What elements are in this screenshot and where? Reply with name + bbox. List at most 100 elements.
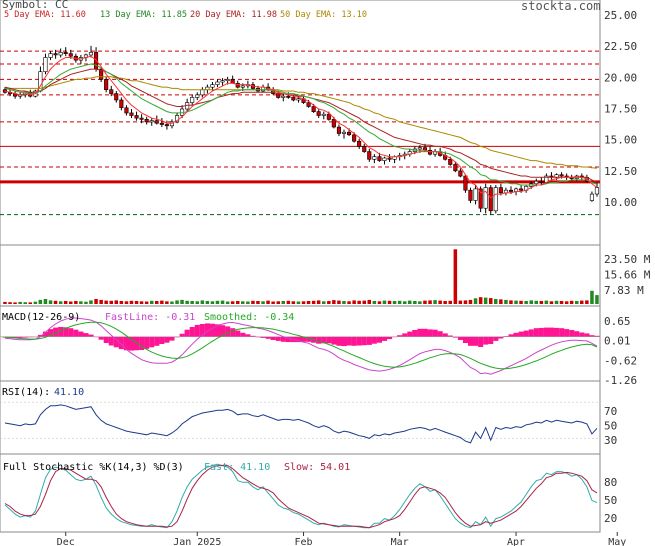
macd-histogram-bar [270,336,276,340]
candle-body [417,147,422,150]
volume-bar [322,301,326,304]
macd-histogram-bar [528,329,534,337]
macd-histogram-bar [356,336,362,346]
volume-bar [438,300,442,304]
volume-bar [494,299,498,304]
macd-histogram-bar [407,331,413,337]
macd-histogram-bar [129,336,135,351]
volume-bar [473,298,478,304]
candle-body [200,89,205,96]
macd-plot [0,317,600,375]
volume-bar [104,300,108,304]
volume-bar [301,301,306,304]
candle-body [478,188,483,209]
macd-histogram-bar [554,327,560,337]
candle-body [104,79,109,91]
macd-histogram-bar [427,329,433,337]
stochastic-panel: 80 50 20 Full Stochastic %K(14,3) %D(3) Fa… [0,453,617,533]
macd-histogram-bar [295,336,301,343]
macd-histogram-bar [488,336,494,344]
macd-histogram-bar [240,332,246,337]
macd-histogram-bar [37,334,43,337]
candle-body [316,111,321,116]
macd-histogram-bar [564,329,570,337]
volume-bar [534,300,538,304]
volume-bar [69,301,73,304]
macd-histogram-bar [189,327,195,337]
candle-body [427,150,433,155]
volume-bar [433,300,437,304]
volume-bar [306,301,311,304]
volume-bar [499,299,503,304]
volume-bar [180,299,184,304]
candle-body [341,131,347,134]
candle-body [352,134,357,142]
macd-histogram-bar [230,328,236,337]
candle-body [534,180,539,185]
candle-body [48,53,53,58]
candle-body [134,115,139,119]
volume-bar [271,301,275,304]
macd-histogram-bar [139,336,145,350]
stochastic-y-axis: 80 50 20 [604,476,617,525]
macd-tick-label: 0.01 [604,335,631,348]
macd-histogram-bar [27,336,33,338]
volume-bar [109,300,113,304]
stochastic-tick-label: 80 [604,476,617,489]
macd-histogram-bar [78,331,84,337]
macd-histogram-bar [306,336,312,342]
candle-body [63,52,68,55]
macd-histogram-bar [58,327,64,337]
volume-bar [155,301,159,304]
macd-histogram-bar [336,336,342,346]
macd-histogram-bar [503,336,509,337]
macd-histogram-bar [417,328,423,337]
macd-histogram-bar [73,329,79,337]
volume-bar [165,301,169,304]
volume-tick-label: 7.83 M [604,284,644,297]
volume-bar [559,301,564,304]
macd-histogram-bar [473,336,479,346]
macd-panel: 0.65 0.01 -0.62 -1.26 MACD(12-26-9) FastLin… [0,305,637,387]
price-tick-label: 25.00 [604,9,637,22]
macd-histogram-bar [53,327,59,337]
macd-histogram-bar [569,330,575,337]
macd-histogram-bar [174,336,180,338]
volume-panel-frame [0,244,601,307]
macd-histogram-bar [457,336,463,340]
volume-bar [519,300,523,304]
volume-bar [185,300,189,304]
rsi-tick-label: 70 [604,405,617,418]
volume-bar [403,301,407,304]
price-levels [0,50,600,216]
macd-histogram-bar [579,332,585,337]
macd-histogram-bar [17,336,23,338]
macd-histogram-bar [301,336,307,342]
volume-bar [89,300,93,304]
macd-histogram-bar [225,326,231,337]
macd-histogram-bar [397,335,403,337]
candle-body [321,113,326,116]
volume-bar [382,300,387,304]
volume-bar [332,300,336,304]
candle-body [240,85,245,88]
candle-body [149,120,154,123]
volume-bar [453,249,458,304]
volume-bar [246,301,250,304]
candle-body [276,93,281,98]
volume-bar [327,301,331,304]
volume-bar [428,300,432,304]
price-tick-label: 20.00 [604,71,637,84]
macd-histogram-bar [144,336,150,349]
volume-bar [448,300,452,304]
volume-bar [544,300,549,304]
macd-histogram-bar [83,333,89,337]
ema13-label: 13 Day EMA: 11.85 [100,10,187,20]
volume-bar [352,300,356,304]
volume-bar [48,300,53,304]
candle-body [468,189,473,201]
candle-body [508,189,514,192]
ema5-line [4,55,598,199]
